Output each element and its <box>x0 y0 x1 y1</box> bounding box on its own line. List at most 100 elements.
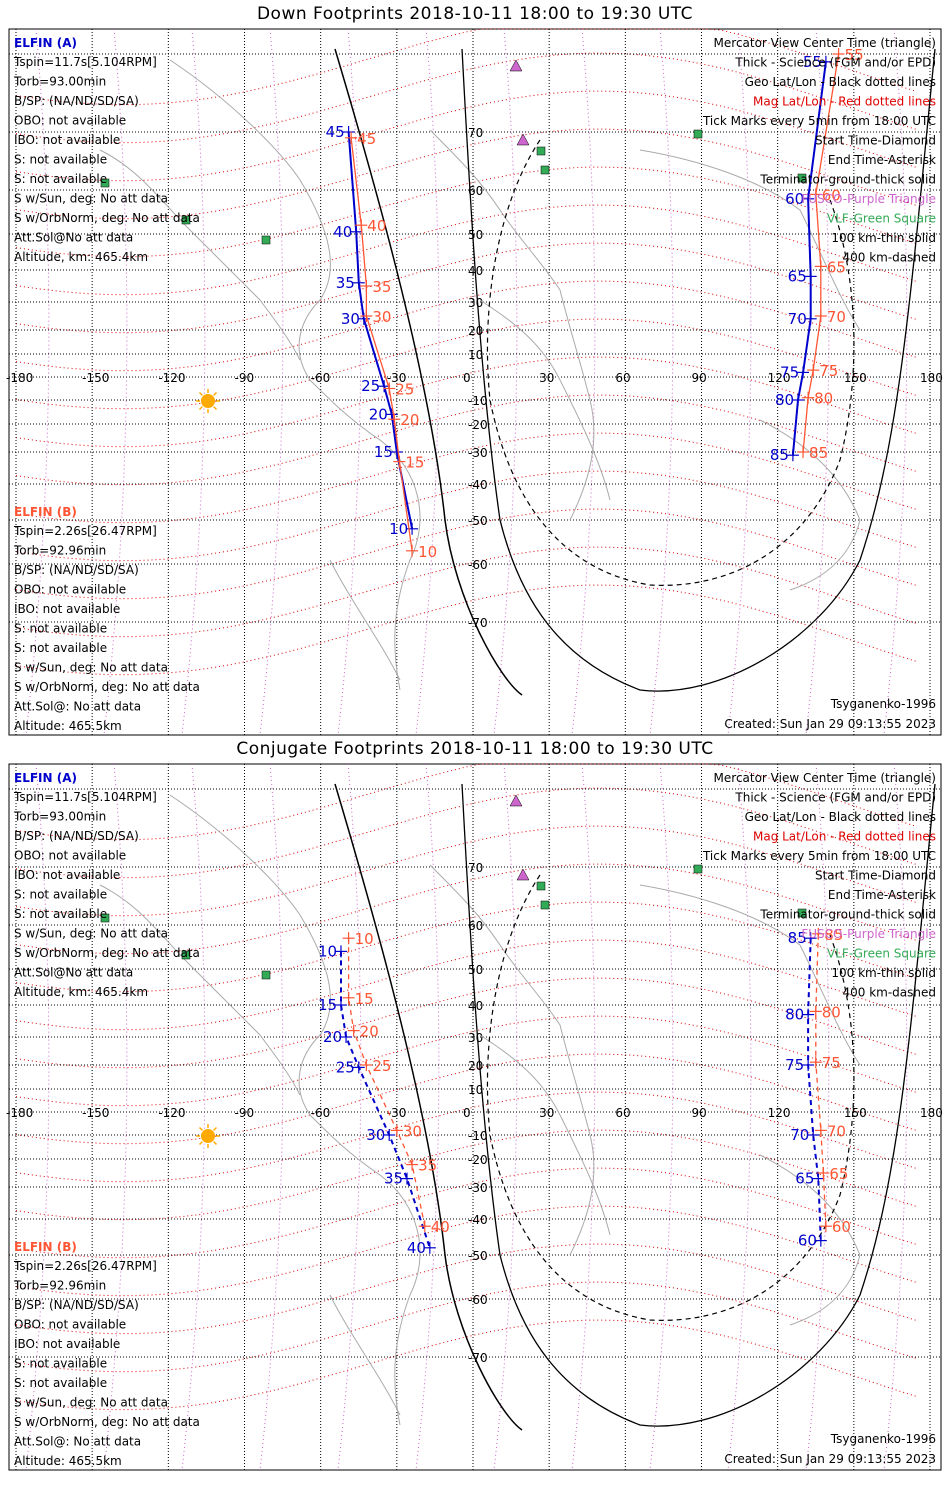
lon-tick-label: -150 <box>82 371 109 385</box>
terminator-line <box>461 783 936 1427</box>
tick-label: 70 <box>788 310 807 328</box>
lon-tick-label: 30 <box>539 371 554 385</box>
legend-item: Mag Lat/Lon - Red dotted lines <box>753 830 936 844</box>
fusco-triangle-icon <box>509 59 523 72</box>
tick-label: 65 <box>795 1170 814 1188</box>
sc-b-info-line: S: not available <box>14 622 107 636</box>
legend-item: 400 km-dashed <box>842 251 936 265</box>
lat-tick-label: 10 <box>468 348 483 362</box>
legend-item: FUSCO-Purple Triangle <box>801 192 936 206</box>
lon-tick-label: 30 <box>539 1106 554 1120</box>
legend-item: End Time-Asterisk <box>828 153 936 167</box>
tick-label: 30 <box>372 308 391 326</box>
tick-label: 80 <box>822 1003 841 1021</box>
tick-label: 10 <box>355 930 374 948</box>
lat-tick-label: -60 <box>468 1293 488 1307</box>
tick-label: 15 <box>355 990 374 1008</box>
lat-tick-label: -10 <box>468 394 488 408</box>
lon-tick-label: 180 <box>920 1106 943 1120</box>
legend-item: Mercator View Center Time (triangle) <box>714 36 936 50</box>
sc-a-info-line: S: not available <box>14 888 107 902</box>
sc-a-info-line: Torb=93.00min <box>13 810 106 824</box>
lon-tick-label: 0 <box>463 1106 471 1120</box>
vlf-square-icon <box>540 900 550 910</box>
panel-title-conjugate: Conjugate Footprints 2018-10-11 18:00 to… <box>236 739 714 759</box>
sc-b-info-line: Att.Sol@: No att data <box>14 700 141 714</box>
vlf-square-icon <box>536 881 546 891</box>
sc-a-info-line: IBO: not available <box>14 133 120 147</box>
coastline <box>479 299 611 501</box>
lat-tick-label: -50 <box>468 514 488 528</box>
tick-label: 85 <box>770 446 789 464</box>
legend-item: Mag Lat/Lon - Red dotted lines <box>753 95 936 109</box>
sc-b-info-line: OBO: not available <box>14 583 126 597</box>
vlf-square-icon <box>797 173 807 183</box>
sc-b-info-line: Torb=92.96min <box>13 1279 106 1293</box>
coastline <box>329 559 401 681</box>
lat-tick-label: -10 <box>468 1129 488 1143</box>
legend-item: 400 km-dashed <box>842 986 936 1000</box>
sc-a-info-line: S: not available <box>14 172 107 186</box>
footer-created: Created: Sun Jan 29 09:13:55 2023 <box>724 717 936 731</box>
down-footprints-map: -180 -150 -120 -90 -60 -30 0 30 60 90 120 150 180 70 6… <box>6 28 943 736</box>
sc-a-info-line: Altitude, km: 465.4km <box>14 250 148 264</box>
tick-label: 20 <box>360 1023 379 1041</box>
tick-label: 65 <box>829 1165 848 1183</box>
tick-label: 70 <box>827 308 846 326</box>
tick-label: 85 <box>809 444 828 462</box>
field-400km-dashed <box>486 139 855 586</box>
sc-b-info-line: B/SP: (NA/ND/SD/SA) <box>14 563 139 577</box>
sc-a-info-line: B/SP: (NA/ND/SD/SA) <box>14 94 139 108</box>
lon-tick-label: -150 <box>82 1106 109 1120</box>
lon-tick-label: -90 <box>235 371 255 385</box>
lat-tick-label: -20 <box>468 418 488 432</box>
sc-a-info-line: B/SP: (NA/ND/SD/SA) <box>14 829 139 843</box>
lon-tick-label: 180 <box>920 371 943 385</box>
vlf-square-icon <box>693 129 703 139</box>
sun-ray <box>213 406 218 411</box>
sc-a-label: ELFIN (A) <box>14 771 77 785</box>
tick-label: 45 <box>326 123 345 141</box>
lat-tick-label: 20 <box>468 324 483 338</box>
sc-a-info-line: S: not available <box>14 907 107 921</box>
sc-b-info-line: IBO: not available <box>14 1337 120 1351</box>
coastline <box>99 149 301 361</box>
coastline <box>639 149 861 331</box>
lon-tick-label: 60 <box>615 371 630 385</box>
lat-tick-label: -50 <box>468 1249 488 1263</box>
tick-label: 10 <box>418 543 437 561</box>
sc-b-info-line: S w/OrbNorm, deg: No att data <box>14 1415 200 1429</box>
lon-tick-label: 60 <box>615 1106 630 1120</box>
sc-b-info-line: OBO: not available <box>14 1318 126 1332</box>
tick-label: 20 <box>323 1028 342 1046</box>
tick-label: 15 <box>374 443 393 461</box>
tick-label: 10 <box>318 942 337 960</box>
tick-label: 45 <box>357 130 376 148</box>
footer-model: Tsyganenko-1996 <box>830 1432 936 1446</box>
lat-tick-label: 70 <box>468 861 483 875</box>
sun-ray <box>198 1126 203 1131</box>
tick-label: 35 <box>336 274 355 292</box>
tick-label: 60 <box>798 1232 817 1250</box>
sun-icon <box>201 394 215 408</box>
legend-item: Geo Lat/Lon - Black dotted lines <box>745 75 936 89</box>
tick-label: 70 <box>790 1126 809 1144</box>
tick-label: 80 <box>814 390 833 408</box>
sc-a-info-line: Tspin=11.7s[5.104RPM] <box>13 790 157 804</box>
tick-label: 40 <box>367 217 386 235</box>
lat-tick-label: -30 <box>468 1181 488 1195</box>
map-frame <box>8 763 942 1471</box>
orbit-track <box>350 137 413 551</box>
sc-b-label: ELFIN (B) <box>14 505 77 519</box>
tick-label: 70 <box>827 1122 846 1140</box>
sc-b-info-line: Tspin=2.26s[26.47RPM] <box>13 1259 157 1273</box>
sc-a-info-line: S w/Sun, deg: No att data <box>14 927 168 941</box>
orbit-track <box>815 933 827 1227</box>
tick-label: 60 <box>832 1218 851 1236</box>
sc-a-info-line: OBO: not available <box>14 114 126 128</box>
legend-item: Thick - Science (FGM and/or EPD) <box>734 56 936 70</box>
sc-b-info-line: Altitude: 465.5km <box>14 1454 122 1468</box>
lon-tick-label: 150 <box>844 371 867 385</box>
coastlines <box>99 794 861 1426</box>
terminator-line <box>334 48 523 696</box>
